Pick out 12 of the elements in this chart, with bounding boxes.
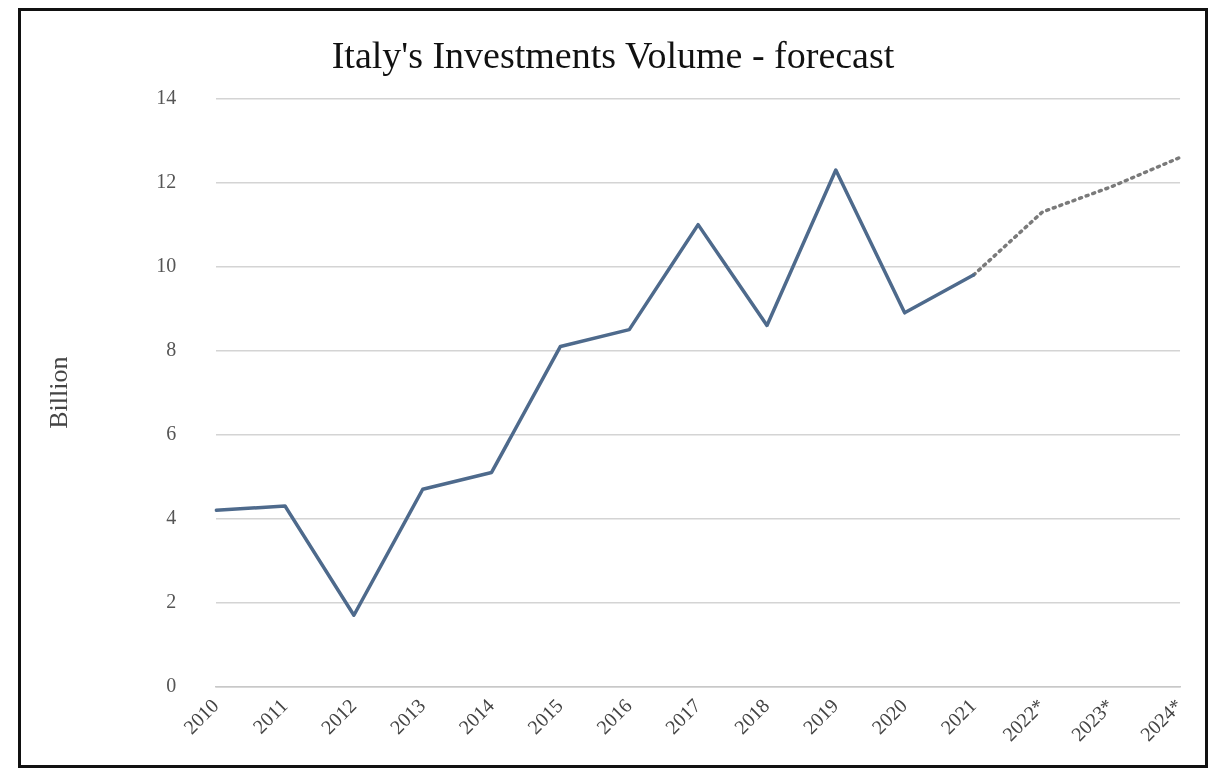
y-tick-label: 14 <box>156 85 177 108</box>
y-tick-label: 8 <box>166 337 177 360</box>
y-tick-label: 0 <box>166 673 177 696</box>
y-axis-title: Billion <box>44 356 74 429</box>
y-tick-label: 10 <box>156 253 177 276</box>
y-tick-label: 6 <box>166 421 177 444</box>
line-series <box>971 155 1182 277</box>
y-tick-label: 4 <box>166 505 177 528</box>
x-tick-label: 2011 <box>248 694 292 738</box>
y-tick-label: 2 <box>166 589 177 612</box>
chart-title: Italy's Investments Volume - forecast <box>331 33 895 76</box>
y-tick-label: 12 <box>156 169 177 192</box>
